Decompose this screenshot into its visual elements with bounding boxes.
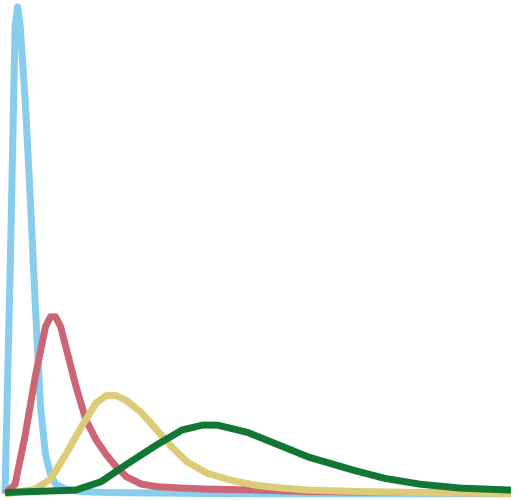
series-layer <box>1 3 512 498</box>
series-line-2 <box>2 313 512 497</box>
series-line-3 <box>4 392 512 498</box>
series-line-1 <box>1 3 511 498</box>
series-line-4 <box>4 421 512 496</box>
